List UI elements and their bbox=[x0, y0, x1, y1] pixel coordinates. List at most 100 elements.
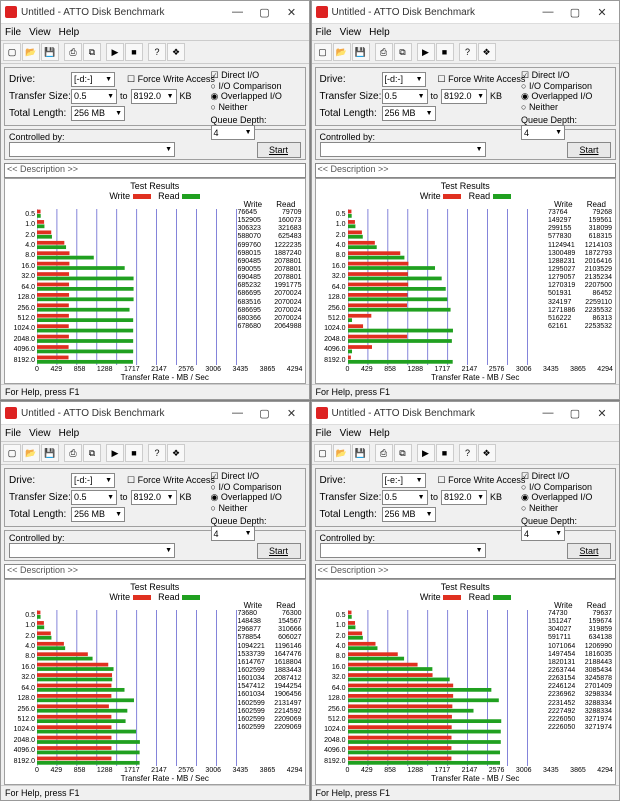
run-icon[interactable]: ▶ bbox=[417, 43, 435, 61]
save-icon[interactable]: 💾 bbox=[41, 43, 59, 61]
direct-io-checkbox[interactable]: Direct I/O bbox=[211, 471, 299, 482]
minimize-button[interactable]: — bbox=[225, 3, 251, 21]
direct-io-checkbox[interactable]: Direct I/O bbox=[521, 471, 609, 482]
run-icon[interactable]: ▶ bbox=[417, 444, 435, 462]
about-icon[interactable]: ? bbox=[148, 43, 166, 61]
force-write-checkbox[interactable]: ☐ Force Write Access bbox=[127, 475, 215, 486]
controlled-by-select[interactable]: ▼ bbox=[320, 142, 486, 157]
total-length-select[interactable]: 256 MB▼ bbox=[382, 106, 436, 121]
about-icon[interactable]: ? bbox=[459, 43, 477, 61]
menu-item[interactable]: View bbox=[340, 428, 362, 439]
description-input[interactable]: << Description >> bbox=[4, 564, 306, 579]
menu-item[interactable]: View bbox=[29, 428, 51, 439]
overlapped-io-radio[interactable]: Overlapped I/O bbox=[211, 91, 299, 102]
menu-item[interactable]: Help bbox=[59, 27, 80, 38]
maximize-button[interactable]: ▢ bbox=[252, 3, 278, 21]
ts-from-select[interactable]: 0.5▼ bbox=[382, 490, 428, 505]
start-button[interactable]: Start bbox=[257, 543, 301, 559]
ts-to-select[interactable]: 8192.0▼ bbox=[131, 89, 177, 104]
controlled-by-select[interactable]: ▼ bbox=[320, 543, 486, 558]
close-button[interactable]: ✕ bbox=[589, 404, 615, 422]
open-icon[interactable]: 📂 bbox=[333, 43, 351, 61]
open-icon[interactable]: 📂 bbox=[22, 43, 40, 61]
stop-icon[interactable]: ■ bbox=[125, 43, 143, 61]
menu-item[interactable]: File bbox=[316, 428, 332, 439]
menu-item[interactable]: File bbox=[316, 27, 332, 38]
io-comparison-radio[interactable]: I/O Comparison bbox=[521, 482, 609, 492]
start-button[interactable]: Start bbox=[257, 142, 301, 158]
ts-from-select[interactable]: 0.5▼ bbox=[382, 89, 428, 104]
menu-item[interactable]: File bbox=[5, 428, 21, 439]
total-length-select[interactable]: 256 MB▼ bbox=[71, 507, 125, 522]
maximize-button[interactable]: ▢ bbox=[252, 404, 278, 422]
controlled-by-select[interactable]: ▼ bbox=[9, 543, 175, 558]
total-length-select[interactable]: 256 MB▼ bbox=[382, 507, 436, 522]
open-icon[interactable]: 📂 bbox=[22, 444, 40, 462]
about-icon[interactable]: ? bbox=[148, 444, 166, 462]
force-write-checkbox[interactable]: ☐ Force Write Access bbox=[127, 74, 215, 85]
ts-from-select[interactable]: 0.5▼ bbox=[71, 490, 117, 505]
stop-icon[interactable]: ■ bbox=[436, 43, 454, 61]
close-button[interactable]: ✕ bbox=[279, 3, 305, 21]
force-write-checkbox[interactable]: ☐ Force Write Access bbox=[438, 475, 526, 486]
controlled-by-select[interactable]: ▼ bbox=[9, 142, 175, 157]
close-button[interactable]: ✕ bbox=[279, 404, 305, 422]
drive-select[interactable]: [-e:-]▼ bbox=[382, 473, 426, 488]
overlapped-io-radio[interactable]: Overlapped I/O bbox=[211, 492, 299, 503]
minimize-button[interactable]: — bbox=[535, 3, 561, 21]
menu-item[interactable]: File bbox=[5, 27, 21, 38]
menu-item[interactable]: Help bbox=[59, 428, 80, 439]
start-button[interactable]: Start bbox=[567, 543, 611, 559]
new-icon[interactable]: ▢ bbox=[3, 43, 21, 61]
menu-item[interactable]: Help bbox=[369, 428, 390, 439]
overlapped-io-radio[interactable]: Overlapped I/O bbox=[521, 91, 609, 102]
ts-to-select[interactable]: 8192.0▼ bbox=[441, 490, 487, 505]
neither-radio[interactable]: Neither bbox=[521, 503, 609, 513]
copy-icon[interactable]: ⧉ bbox=[394, 444, 412, 462]
drive-select[interactable]: [-d:-]▼ bbox=[382, 72, 426, 87]
stop-icon[interactable]: ■ bbox=[436, 444, 454, 462]
print-icon[interactable]: ⎙ bbox=[64, 43, 82, 61]
io-comparison-radio[interactable]: I/O Comparison bbox=[521, 81, 609, 91]
stop-icon[interactable]: ■ bbox=[125, 444, 143, 462]
close-button[interactable]: ✕ bbox=[589, 3, 615, 21]
open-icon[interactable]: 📂 bbox=[333, 444, 351, 462]
direct-io-checkbox[interactable]: Direct I/O bbox=[211, 70, 299, 81]
io-comparison-radio[interactable]: I/O Comparison bbox=[211, 482, 299, 492]
description-input[interactable]: << Description >> bbox=[315, 163, 617, 178]
print-icon[interactable]: ⎙ bbox=[375, 444, 393, 462]
print-icon[interactable]: ⎙ bbox=[375, 43, 393, 61]
save-icon[interactable]: 💾 bbox=[352, 444, 370, 462]
neither-radio[interactable]: Neither bbox=[211, 102, 299, 112]
minimize-button[interactable]: — bbox=[535, 404, 561, 422]
menu-item[interactable]: Help bbox=[369, 27, 390, 38]
minimize-button[interactable]: — bbox=[225, 404, 251, 422]
force-write-checkbox[interactable]: ☐ Force Write Access bbox=[438, 74, 526, 85]
queue-depth-select[interactable]: 4▼ bbox=[521, 526, 565, 541]
new-icon[interactable]: ▢ bbox=[314, 444, 332, 462]
help-icon[interactable]: ❖ bbox=[478, 444, 496, 462]
copy-icon[interactable]: ⧉ bbox=[83, 444, 101, 462]
run-icon[interactable]: ▶ bbox=[106, 43, 124, 61]
start-button[interactable]: Start bbox=[567, 142, 611, 158]
description-input[interactable]: << Description >> bbox=[4, 163, 306, 178]
drive-select[interactable]: [-d:-]▼ bbox=[71, 473, 115, 488]
menu-item[interactable]: View bbox=[340, 27, 362, 38]
maximize-button[interactable]: ▢ bbox=[562, 404, 588, 422]
direct-io-checkbox[interactable]: Direct I/O bbox=[521, 70, 609, 81]
queue-depth-select[interactable]: 4▼ bbox=[521, 125, 565, 140]
new-icon[interactable]: ▢ bbox=[3, 444, 21, 462]
new-icon[interactable]: ▢ bbox=[314, 43, 332, 61]
save-icon[interactable]: 💾 bbox=[352, 43, 370, 61]
description-input[interactable]: << Description >> bbox=[315, 564, 617, 579]
total-length-select[interactable]: 256 MB▼ bbox=[71, 106, 125, 121]
maximize-button[interactable]: ▢ bbox=[562, 3, 588, 21]
io-comparison-radio[interactable]: I/O Comparison bbox=[211, 81, 299, 91]
menu-item[interactable]: View bbox=[29, 27, 51, 38]
neither-radio[interactable]: Neither bbox=[211, 503, 299, 513]
help-icon[interactable]: ❖ bbox=[478, 43, 496, 61]
ts-from-select[interactable]: 0.5▼ bbox=[71, 89, 117, 104]
help-icon[interactable]: ❖ bbox=[167, 444, 185, 462]
help-icon[interactable]: ❖ bbox=[167, 43, 185, 61]
queue-depth-select[interactable]: 4▼ bbox=[211, 125, 255, 140]
